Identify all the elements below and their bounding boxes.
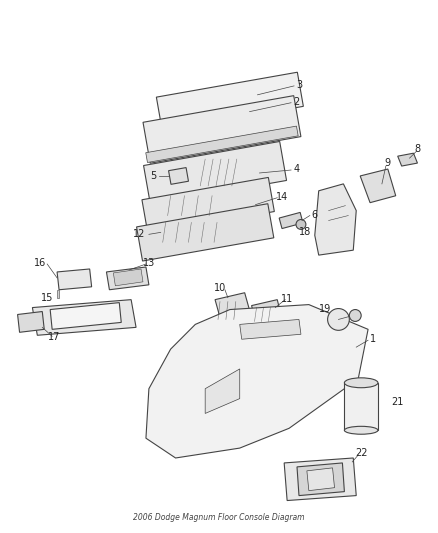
Polygon shape [144,141,286,205]
Text: 16: 16 [34,258,46,268]
Polygon shape [156,72,304,131]
Polygon shape [137,204,274,261]
Polygon shape [307,468,335,491]
Polygon shape [169,167,188,184]
Text: 12: 12 [133,229,145,239]
Circle shape [350,310,361,321]
Text: 3: 3 [296,80,302,90]
Text: 18: 18 [299,228,311,237]
Text: 2: 2 [293,96,299,107]
Ellipse shape [344,378,378,387]
Polygon shape [50,303,121,329]
Polygon shape [32,300,136,335]
Polygon shape [18,311,44,332]
Polygon shape [360,169,396,203]
Text: 1: 1 [370,334,376,344]
Polygon shape [398,153,417,166]
Polygon shape [205,369,240,414]
Ellipse shape [344,426,378,434]
Polygon shape [284,458,356,500]
Polygon shape [297,463,344,496]
Text: 2006 Dodge Magnum Floor Console Diagram: 2006 Dodge Magnum Floor Console Diagram [133,513,305,522]
Text: 14: 14 [276,192,288,201]
Text: 13: 13 [143,258,155,268]
Text: 11: 11 [281,294,293,304]
Polygon shape [251,300,282,325]
Text: 10: 10 [214,283,226,293]
Text: 5: 5 [150,171,156,181]
Polygon shape [57,290,59,297]
Polygon shape [240,319,301,339]
Polygon shape [106,267,149,290]
Polygon shape [113,269,143,286]
Text: 4: 4 [294,164,300,174]
Text: 15: 15 [41,293,53,303]
Polygon shape [143,95,301,163]
Text: 8: 8 [414,144,420,154]
Polygon shape [57,269,92,290]
Polygon shape [146,126,298,163]
Text: 17: 17 [48,332,60,342]
Polygon shape [142,177,274,234]
Text: 21: 21 [392,397,404,407]
Polygon shape [315,184,356,255]
Polygon shape [279,213,303,229]
Text: 22: 22 [355,448,367,458]
Text: 6: 6 [312,209,318,220]
Polygon shape [146,304,368,458]
Circle shape [296,220,306,229]
Circle shape [328,309,350,330]
Polygon shape [215,293,251,325]
Polygon shape [344,383,378,430]
Text: 9: 9 [385,158,391,168]
Text: 19: 19 [318,304,331,313]
